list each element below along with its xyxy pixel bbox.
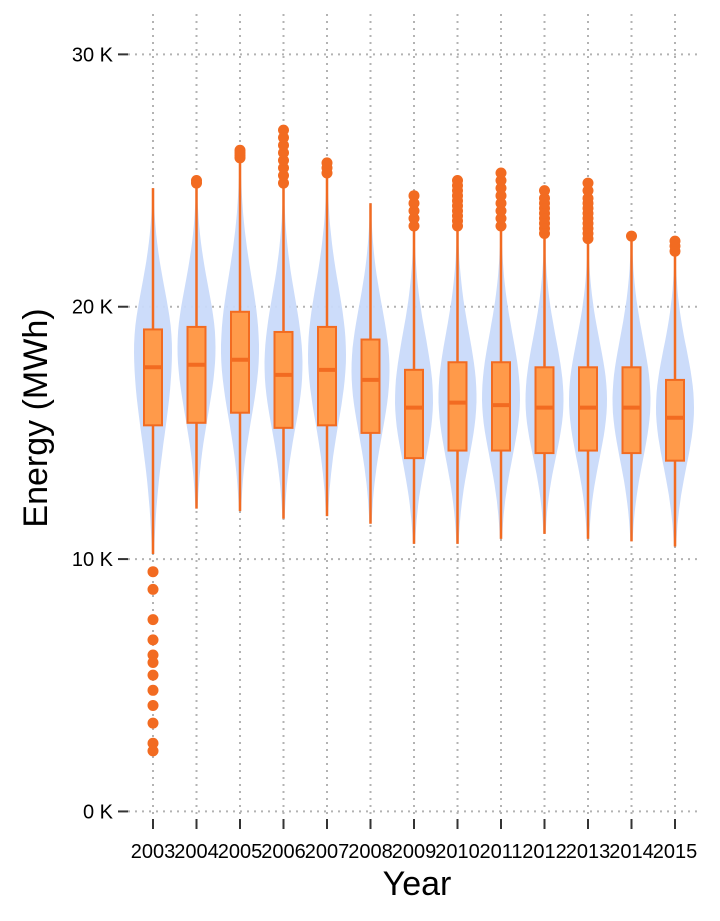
outlier-point — [539, 192, 550, 204]
outlier-point — [495, 190, 507, 202]
x-tick-label: 2015 — [653, 841, 698, 863]
box-2003 — [143, 328, 163, 427]
outlier-point — [408, 190, 420, 202]
outlier-point — [278, 139, 289, 151]
box-2009 — [404, 368, 424, 460]
outlier-point — [495, 205, 507, 217]
outlier-point — [495, 175, 507, 187]
outlier-point — [278, 177, 289, 189]
outlier-point — [495, 212, 507, 224]
outliers — [147, 124, 681, 757]
outlier-point — [147, 737, 159, 749]
y-tick-label: 0 K — [83, 801, 114, 823]
x-tick-label: 2005 — [218, 841, 263, 863]
outlier-point — [278, 154, 289, 166]
outlier-point — [147, 583, 159, 595]
outlier-point — [495, 182, 507, 194]
outlier-point — [278, 132, 289, 144]
y-axis: 0 K 10 K 20 K 30 K — [72, 44, 128, 823]
x-tick-label: 2012 — [522, 841, 567, 863]
x-tick-label: 2013 — [566, 841, 611, 863]
outlier-point — [147, 614, 159, 626]
box-2005 — [230, 310, 250, 414]
outlier-point — [147, 717, 159, 729]
outlier-point — [147, 745, 159, 757]
x-tick-label: 2009 — [392, 841, 437, 863]
outlier-point — [582, 177, 594, 189]
outlier-point — [408, 212, 420, 224]
outlier-point — [147, 684, 159, 696]
x-tick-label: 2010 — [435, 841, 480, 863]
x-tick-label: 2008 — [348, 841, 393, 863]
outlier-point — [278, 162, 289, 174]
outlier-point — [408, 205, 420, 217]
x-axis-title: Year — [383, 865, 452, 903]
outlier-point — [539, 185, 550, 197]
box-2007 — [317, 325, 337, 427]
y-tick-label: 20 K — [72, 297, 114, 319]
box-2008 — [360, 338, 381, 434]
outlier-point — [278, 170, 289, 182]
box-2004 — [186, 325, 207, 424]
outlier-point — [147, 699, 159, 711]
outlier-point — [495, 167, 507, 179]
outlier-point — [626, 230, 637, 242]
outlier-point — [452, 175, 463, 187]
outlier-point — [147, 634, 159, 646]
outlier-point — [234, 144, 246, 156]
outlier-point — [147, 669, 159, 681]
box-2012 — [534, 366, 555, 455]
outlier-point — [278, 124, 289, 136]
outlier-point — [278, 147, 289, 159]
y-tick-label: 10 K — [72, 549, 114, 571]
outlier-point — [495, 220, 507, 232]
outlier-point — [321, 157, 333, 169]
outlier-point — [191, 175, 202, 187]
x-tick-label: 2007 — [305, 841, 350, 863]
outlier-point — [408, 220, 420, 232]
box-2015 — [665, 378, 685, 462]
outlier-point — [408, 197, 420, 209]
box-2014 — [621, 366, 642, 455]
x-tick-label: 2004 — [174, 841, 219, 863]
outlier-point — [147, 649, 159, 661]
y-axis-title: Energy (MWh) — [17, 308, 55, 527]
outlier-point — [147, 657, 159, 669]
outlier-point — [495, 197, 507, 209]
outlier-point — [582, 192, 594, 204]
boxplots — [143, 160, 685, 555]
y-tick-label: 30 K — [72, 44, 114, 66]
x-axis: 2003 2004 2005 2006 2007 2008 2009 2010 2011 2012… — [131, 819, 698, 863]
box-2010 — [447, 361, 468, 452]
x-tick-label: 2006 — [261, 841, 306, 863]
box-2006 — [273, 330, 294, 429]
x-tick-label: 2011 — [479, 841, 522, 863]
outlier-point — [669, 235, 681, 247]
outlier-point — [147, 566, 159, 578]
outlier-point — [582, 185, 594, 197]
x-tick-label: 2014 — [609, 841, 654, 863]
x-tick-label: 2003 — [131, 841, 176, 863]
